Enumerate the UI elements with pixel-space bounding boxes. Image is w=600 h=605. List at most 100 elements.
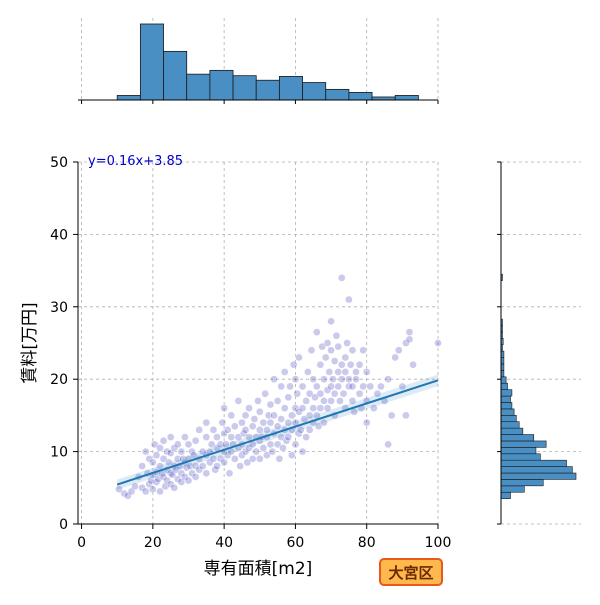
scatter-point-186 (312, 382, 321, 391)
right-hist-bar-6 (500, 453, 541, 461)
scatter-point-117 (248, 454, 257, 463)
scatter-point-96 (227, 411, 236, 420)
scatter-point-110 (241, 426, 250, 434)
scatter-point-152 (282, 436, 291, 445)
scatter-point-237 (362, 418, 371, 427)
right-hist-bar-10 (500, 427, 524, 435)
scatter-point-156 (286, 382, 294, 391)
scatter-point-196 (321, 353, 330, 362)
top-hist-bar-4 (209, 69, 234, 101)
x-tick-label-40: 40 (215, 535, 233, 551)
scatter-point-194 (320, 375, 328, 384)
right-hist-bar-13 (500, 408, 515, 416)
scatter-point-172 (298, 382, 307, 391)
scatter-point-201 (327, 382, 335, 391)
scatter-point-175 (302, 433, 310, 441)
x-axis-label: 専有面積[m2] (204, 559, 313, 579)
right-hist-bar-1 (500, 485, 525, 493)
scatter-point-255 (409, 360, 417, 369)
y-axis-label: 賃料[万円] (20, 302, 40, 383)
scatter-point-102 (234, 397, 243, 405)
scatter-point-146 (277, 415, 286, 423)
scatter-point-76 (207, 440, 216, 449)
scatter-point-120 (252, 447, 261, 456)
scatter-point-179 (305, 426, 314, 434)
scatter-point-143 (273, 397, 282, 405)
scatter-point-23 (156, 444, 164, 452)
region-badge-box (379, 558, 443, 586)
scatter-point-57 (184, 440, 193, 449)
scatter-point-165 (293, 389, 302, 398)
right-hist-bar-0 (500, 491, 511, 499)
scatter-point-202 (327, 397, 335, 405)
regression-line (116, 379, 439, 486)
scatter-point-136 (266, 400, 275, 409)
main-grid (78, 161, 439, 525)
top-hist-bar-6 (255, 79, 280, 101)
scatter-point-213 (336, 397, 344, 405)
scatter-point-8 (141, 487, 150, 496)
scatter-point-133 (264, 411, 273, 420)
scatter-point-58 (186, 462, 195, 470)
scatter-point-218 (341, 353, 350, 362)
scatter-point-16 (149, 485, 157, 494)
scatter-point-158 (288, 411, 296, 420)
right-hist-bar-17 (500, 382, 508, 390)
scatter-point-239 (362, 368, 371, 376)
x-tick-label-0: 0 (77, 535, 86, 551)
scatter-point-169 (296, 426, 305, 434)
scatter-point-204 (327, 317, 335, 326)
scatter-point-214 (337, 360, 346, 369)
scatter-point-228 (348, 346, 357, 355)
scatter-point-253 (405, 328, 414, 336)
top-hist-bar-3 (186, 73, 211, 101)
scatter-point-248 (391, 353, 400, 362)
scatter-point-147 (277, 382, 286, 391)
regression-equation: y=0.16x+3.85 (88, 154, 183, 169)
scatter-point-217 (339, 389, 348, 398)
scatter-point-17 (150, 440, 159, 449)
scatter-point-83 (216, 440, 225, 449)
right-hist-bar-7 (500, 447, 537, 455)
scatter-point-148 (279, 444, 287, 452)
scatter-point-125 (255, 407, 264, 416)
scatter-point-128 (259, 418, 268, 427)
x-tick-label-60: 60 (287, 535, 305, 551)
right-histogram (497, 161, 581, 525)
y-tick-label-10: 10 (50, 445, 68, 461)
right-hist-bar-16 (500, 389, 513, 397)
scatter-point-233 (355, 360, 364, 369)
scatter-point-69 (198, 462, 207, 470)
scatter-point-230 (352, 368, 360, 376)
top-hist-bar-1 (139, 23, 164, 101)
scatter-point-256 (434, 339, 442, 347)
scatter-point-79 (211, 465, 220, 474)
scatter-point-85 (218, 418, 227, 427)
top-hist-bar-10 (348, 92, 373, 101)
scatter-point-168 (295, 353, 303, 362)
right-hist-bar-15 (500, 395, 511, 403)
top-hist-bar-12 (394, 95, 419, 101)
scatter-point-73 (202, 418, 211, 427)
scatter-point-174 (302, 397, 310, 405)
scatter-point-203 (327, 346, 335, 355)
scatter-point-56 (184, 476, 193, 485)
scatter-point-182 (309, 375, 318, 384)
scatter-point-89 (220, 404, 228, 413)
scatter-point-159 (288, 451, 296, 460)
scatter-point-191 (316, 404, 325, 413)
scatter-point-205 (329, 375, 337, 384)
scatter-point-132 (263, 451, 271, 460)
scatter-point-173 (300, 415, 309, 423)
scatter-point-81 (213, 433, 221, 441)
scatter-point-116 (248, 422, 257, 431)
top-hist-bar-0 (116, 95, 141, 101)
scatter-point-144 (275, 454, 284, 463)
right-hist-bar-11 (500, 421, 520, 429)
scatter-point-124 (255, 454, 264, 463)
scatter-point-127 (259, 444, 268, 452)
right-hist-bar-4 (500, 466, 573, 474)
x-tick-label-80: 80 (358, 535, 376, 551)
scatter-point-210 (334, 382, 343, 391)
